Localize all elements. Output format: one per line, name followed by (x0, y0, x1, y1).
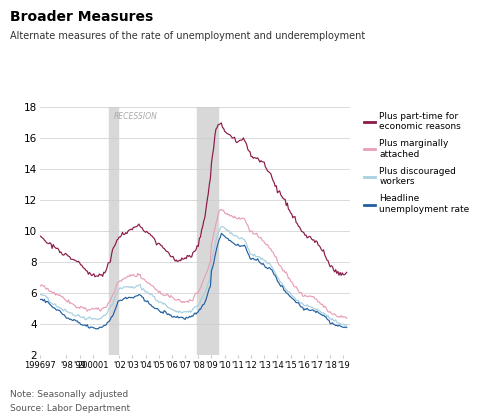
Text: Source: Labor Department: Source: Labor Department (10, 404, 130, 413)
Legend: Plus part-time for
economic reasons, Plus marginally
attached, Plus discouraged
: Plus part-time for economic reasons, Plu… (364, 112, 470, 214)
Text: Broader Measures: Broader Measures (10, 10, 153, 24)
Bar (197, 107, 218, 355)
Text: Alternate measures of the rate of unemployment and underemployment: Alternate measures of the rate of unempl… (10, 31, 365, 41)
Bar (110, 107, 118, 355)
Text: RECESSION: RECESSION (114, 112, 158, 121)
Text: Note: Seasonally adjusted: Note: Seasonally adjusted (10, 390, 128, 399)
